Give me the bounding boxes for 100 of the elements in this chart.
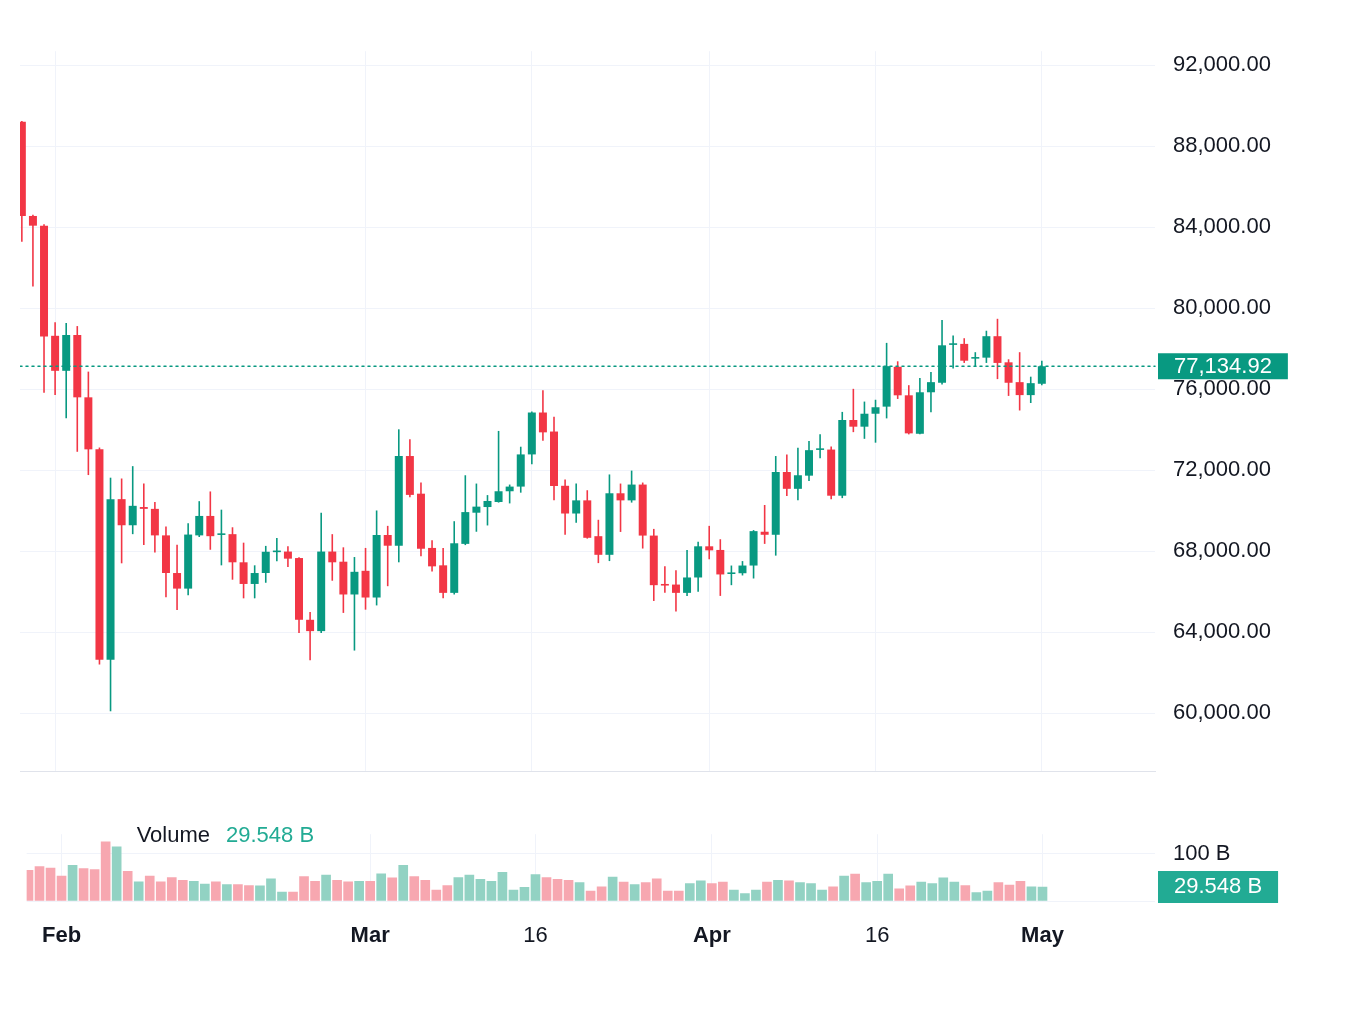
bar <box>828 886 838 901</box>
bar <box>585 890 596 901</box>
y-tick-label: 88,000.00 <box>1173 132 1271 158</box>
candlestick <box>1015 351 1024 412</box>
bar <box>784 880 794 901</box>
x-tick-label: May <box>1021 922 1065 948</box>
y-tick-label: 72,000.00 <box>1173 456 1271 482</box>
bar <box>398 864 409 901</box>
candlestick <box>483 494 492 527</box>
x-tick-label: Apr <box>692 922 732 948</box>
bar <box>1015 880 1026 901</box>
candlestick <box>261 545 270 584</box>
x-tick-label: 16 <box>523 922 548 948</box>
candlestick <box>616 482 625 533</box>
candlestick <box>705 525 714 561</box>
bar <box>453 877 464 901</box>
candlestick <box>793 446 802 502</box>
bar <box>508 889 519 901</box>
bar <box>596 886 607 901</box>
candlestick <box>871 398 880 444</box>
bar <box>982 890 993 901</box>
bar <box>211 881 221 901</box>
bar <box>365 880 375 901</box>
bar <box>67 864 78 901</box>
candlestick <box>849 388 858 433</box>
candlestick <box>594 518 603 564</box>
bar <box>629 884 640 901</box>
candlestick <box>660 565 669 594</box>
y-tick-label: 80,000.00 <box>1173 294 1271 320</box>
bar <box>133 881 144 901</box>
candlestick <box>816 433 825 460</box>
candlestick <box>328 533 337 582</box>
bar <box>850 873 860 901</box>
candlestick <box>727 564 736 586</box>
candlestick <box>782 453 791 497</box>
annotation: 29.548 B <box>226 822 315 848</box>
candlestick <box>960 337 969 364</box>
bar <box>122 871 133 901</box>
y-tick-label: 84,000.00 <box>1173 213 1271 239</box>
y-tick-label: 68,000.00 <box>1173 537 1271 563</box>
candlestick <box>128 465 137 535</box>
candlestick <box>195 500 204 538</box>
bar <box>519 887 530 901</box>
bar <box>100 841 111 901</box>
bar <box>762 881 772 901</box>
candlestick <box>350 556 359 652</box>
bar <box>222 884 232 901</box>
bar <box>1037 886 1048 901</box>
candlestick <box>1026 375 1035 404</box>
bar <box>34 866 45 901</box>
bar <box>552 879 563 901</box>
candlestick <box>250 564 259 600</box>
bar <box>486 880 497 901</box>
candlestick <box>538 389 547 442</box>
bar <box>773 879 783 901</box>
candlestick <box>206 490 215 551</box>
bar <box>574 882 585 901</box>
candlestick <box>671 569 680 613</box>
candlestick <box>494 430 503 504</box>
candlestick <box>139 482 148 546</box>
bar <box>376 873 387 901</box>
series-label: Volume <box>136 822 211 848</box>
bar <box>839 875 849 901</box>
candlestick <box>627 469 636 504</box>
bar <box>541 877 552 901</box>
candlestick <box>926 371 935 414</box>
candlestick <box>982 329 991 364</box>
bar <box>497 871 508 901</box>
bar <box>1026 886 1037 901</box>
candlestick <box>28 213 37 288</box>
candlestick <box>306 611 315 662</box>
x-tick-label: Feb <box>41 922 82 948</box>
y-tick-label: 64,000.00 <box>1173 618 1271 644</box>
bar <box>960 885 971 901</box>
bar <box>475 879 486 901</box>
candlestick <box>239 541 248 600</box>
bar <box>563 879 574 901</box>
candlestick <box>860 400 869 440</box>
y-tick-label: 100 B <box>1173 840 1231 866</box>
candlestick <box>760 504 769 545</box>
x-tick-label: Mar <box>350 922 391 948</box>
candlestick <box>383 525 392 587</box>
candlestick <box>683 549 692 597</box>
bar <box>78 868 89 901</box>
candlestick <box>572 482 581 524</box>
candlestick <box>173 543 182 611</box>
bar <box>1004 884 1015 901</box>
bar <box>89 869 100 901</box>
x-tick-label: 16 <box>864 922 890 948</box>
y-tick-label: 60,000.00 <box>1173 699 1271 725</box>
candlestick <box>472 482 481 533</box>
bar <box>45 867 56 901</box>
bar <box>993 882 1004 901</box>
candlestick <box>217 508 226 567</box>
bar <box>464 874 475 901</box>
bar <box>387 877 398 901</box>
bar <box>607 876 618 901</box>
text: 29.548 B <box>1174 873 1263 899</box>
y-tick-label: 92,000.00 <box>1173 51 1271 77</box>
bar <box>971 892 982 901</box>
